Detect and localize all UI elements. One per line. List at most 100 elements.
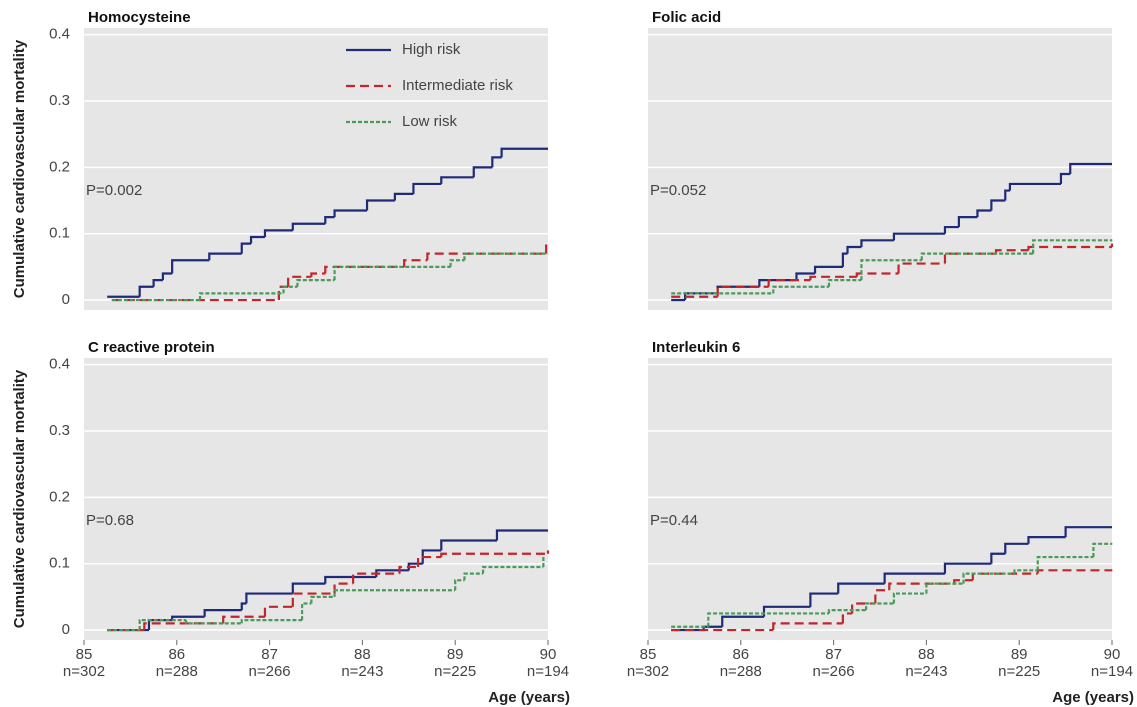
- step-segment: [994, 249, 1029, 254]
- step-segment: [888, 582, 955, 591]
- step-segment: [1036, 555, 1094, 571]
- legend-label: Low risk: [402, 113, 458, 130]
- step-segment: [454, 579, 465, 591]
- step-segment: [171, 615, 205, 621]
- step-segment: [310, 595, 335, 604]
- x-tick-label: 87: [825, 646, 842, 663]
- step-segment: [291, 222, 326, 231]
- step-segment: [976, 209, 992, 218]
- x-tick-label: 86: [732, 646, 749, 663]
- y-tick-label: 0: [62, 291, 70, 308]
- x-tick-label: 85: [640, 646, 657, 663]
- step-segment: [809, 592, 839, 607]
- step-segment: [398, 565, 419, 574]
- step-segment: [449, 259, 465, 267]
- step-segment: [897, 262, 945, 274]
- step-segment: [403, 259, 428, 267]
- step-segment: [138, 618, 187, 631]
- at-risk-label: n=243: [341, 663, 383, 680]
- y-tick-label: 0.1: [49, 555, 70, 572]
- legend-label: High risk: [402, 41, 461, 58]
- step-segment: [291, 582, 326, 594]
- step-segment: [198, 292, 284, 301]
- step-segment: [333, 265, 451, 281]
- step-segment: [990, 552, 1006, 564]
- step-segment: [943, 225, 959, 234]
- y-tick-label: 0.3: [49, 92, 70, 109]
- step-segment: [463, 572, 484, 581]
- step-segment: [892, 232, 945, 241]
- step-segment: [152, 279, 163, 287]
- step-segment: [282, 285, 298, 294]
- plot-area: [84, 358, 548, 640]
- step-segment: [421, 549, 442, 564]
- step-segment: [412, 182, 442, 194]
- step-segment: [707, 612, 829, 627]
- step-segment: [416, 555, 442, 568]
- step-segment: [846, 245, 862, 254]
- step-segment: [860, 239, 894, 247]
- x-axis-title: Age (years): [488, 689, 570, 706]
- at-risk-label: n=288: [156, 663, 198, 680]
- y-tick-label: 0.2: [49, 158, 70, 175]
- step-segment: [716, 285, 769, 297]
- at-risk-label: n=243: [905, 663, 947, 680]
- step-segment: [472, 166, 493, 178]
- plot-area: [648, 358, 1112, 640]
- step-segment: [245, 592, 293, 604]
- step-segment: [393, 192, 414, 201]
- x-axis-title: Age (years): [1052, 689, 1134, 706]
- step-segment: [263, 229, 293, 238]
- y-tick-label: 0.4: [49, 356, 70, 373]
- x-tick-label: 90: [1104, 646, 1121, 663]
- step-segment: [495, 529, 548, 541]
- step-segment: [310, 272, 326, 277]
- at-risk-label: n=302: [63, 663, 105, 680]
- step-segment: [365, 199, 395, 211]
- step-segment: [1032, 239, 1112, 254]
- panel-title: Folic acid: [652, 9, 721, 26]
- x-tick-label: 87: [261, 646, 278, 663]
- step-segment: [161, 272, 173, 281]
- y-tick-label: 0: [62, 621, 70, 638]
- step-segment: [333, 209, 368, 218]
- step-segment: [772, 622, 843, 631]
- x-tick-label: 88: [918, 646, 935, 663]
- step-segment: [1069, 162, 1112, 174]
- step-segment: [184, 620, 242, 625]
- step-segment: [767, 279, 811, 287]
- step-segment: [874, 589, 890, 604]
- y-tick-label: 0.3: [49, 422, 70, 439]
- step-segment: [222, 615, 265, 624]
- p-value: P=0.44: [650, 512, 698, 529]
- step-segment: [1064, 526, 1112, 538]
- step-segment: [721, 615, 764, 627]
- step-segment: [855, 272, 899, 277]
- step-segment: [1059, 172, 1071, 184]
- step-segment: [203, 609, 242, 617]
- at-risk-label: n=225: [434, 663, 476, 680]
- at-risk-label: n=288: [720, 663, 762, 680]
- step-segment: [841, 612, 853, 624]
- at-risk-label: n=266: [813, 663, 855, 680]
- panel-title: C reactive protein: [88, 339, 215, 356]
- step-segment: [375, 569, 409, 577]
- step-segment: [240, 602, 247, 611]
- step-segment: [352, 572, 400, 584]
- step-segment: [837, 582, 885, 594]
- at-risk-label: n=266: [249, 663, 291, 680]
- panel-title: Homocysteine: [88, 9, 191, 26]
- at-risk-label: n=302: [627, 663, 669, 680]
- step-segment: [324, 575, 377, 584]
- x-tick-label: 88: [354, 646, 371, 663]
- step-segment: [953, 579, 973, 584]
- step-segment: [1008, 182, 1061, 191]
- step-segment: [291, 592, 335, 607]
- step-segment: [864, 602, 894, 611]
- plot-area: [84, 28, 548, 310]
- step-segment: [841, 252, 848, 267]
- step-segment: [827, 609, 867, 614]
- step-segment: [1004, 189, 1010, 201]
- step-segment: [883, 572, 945, 584]
